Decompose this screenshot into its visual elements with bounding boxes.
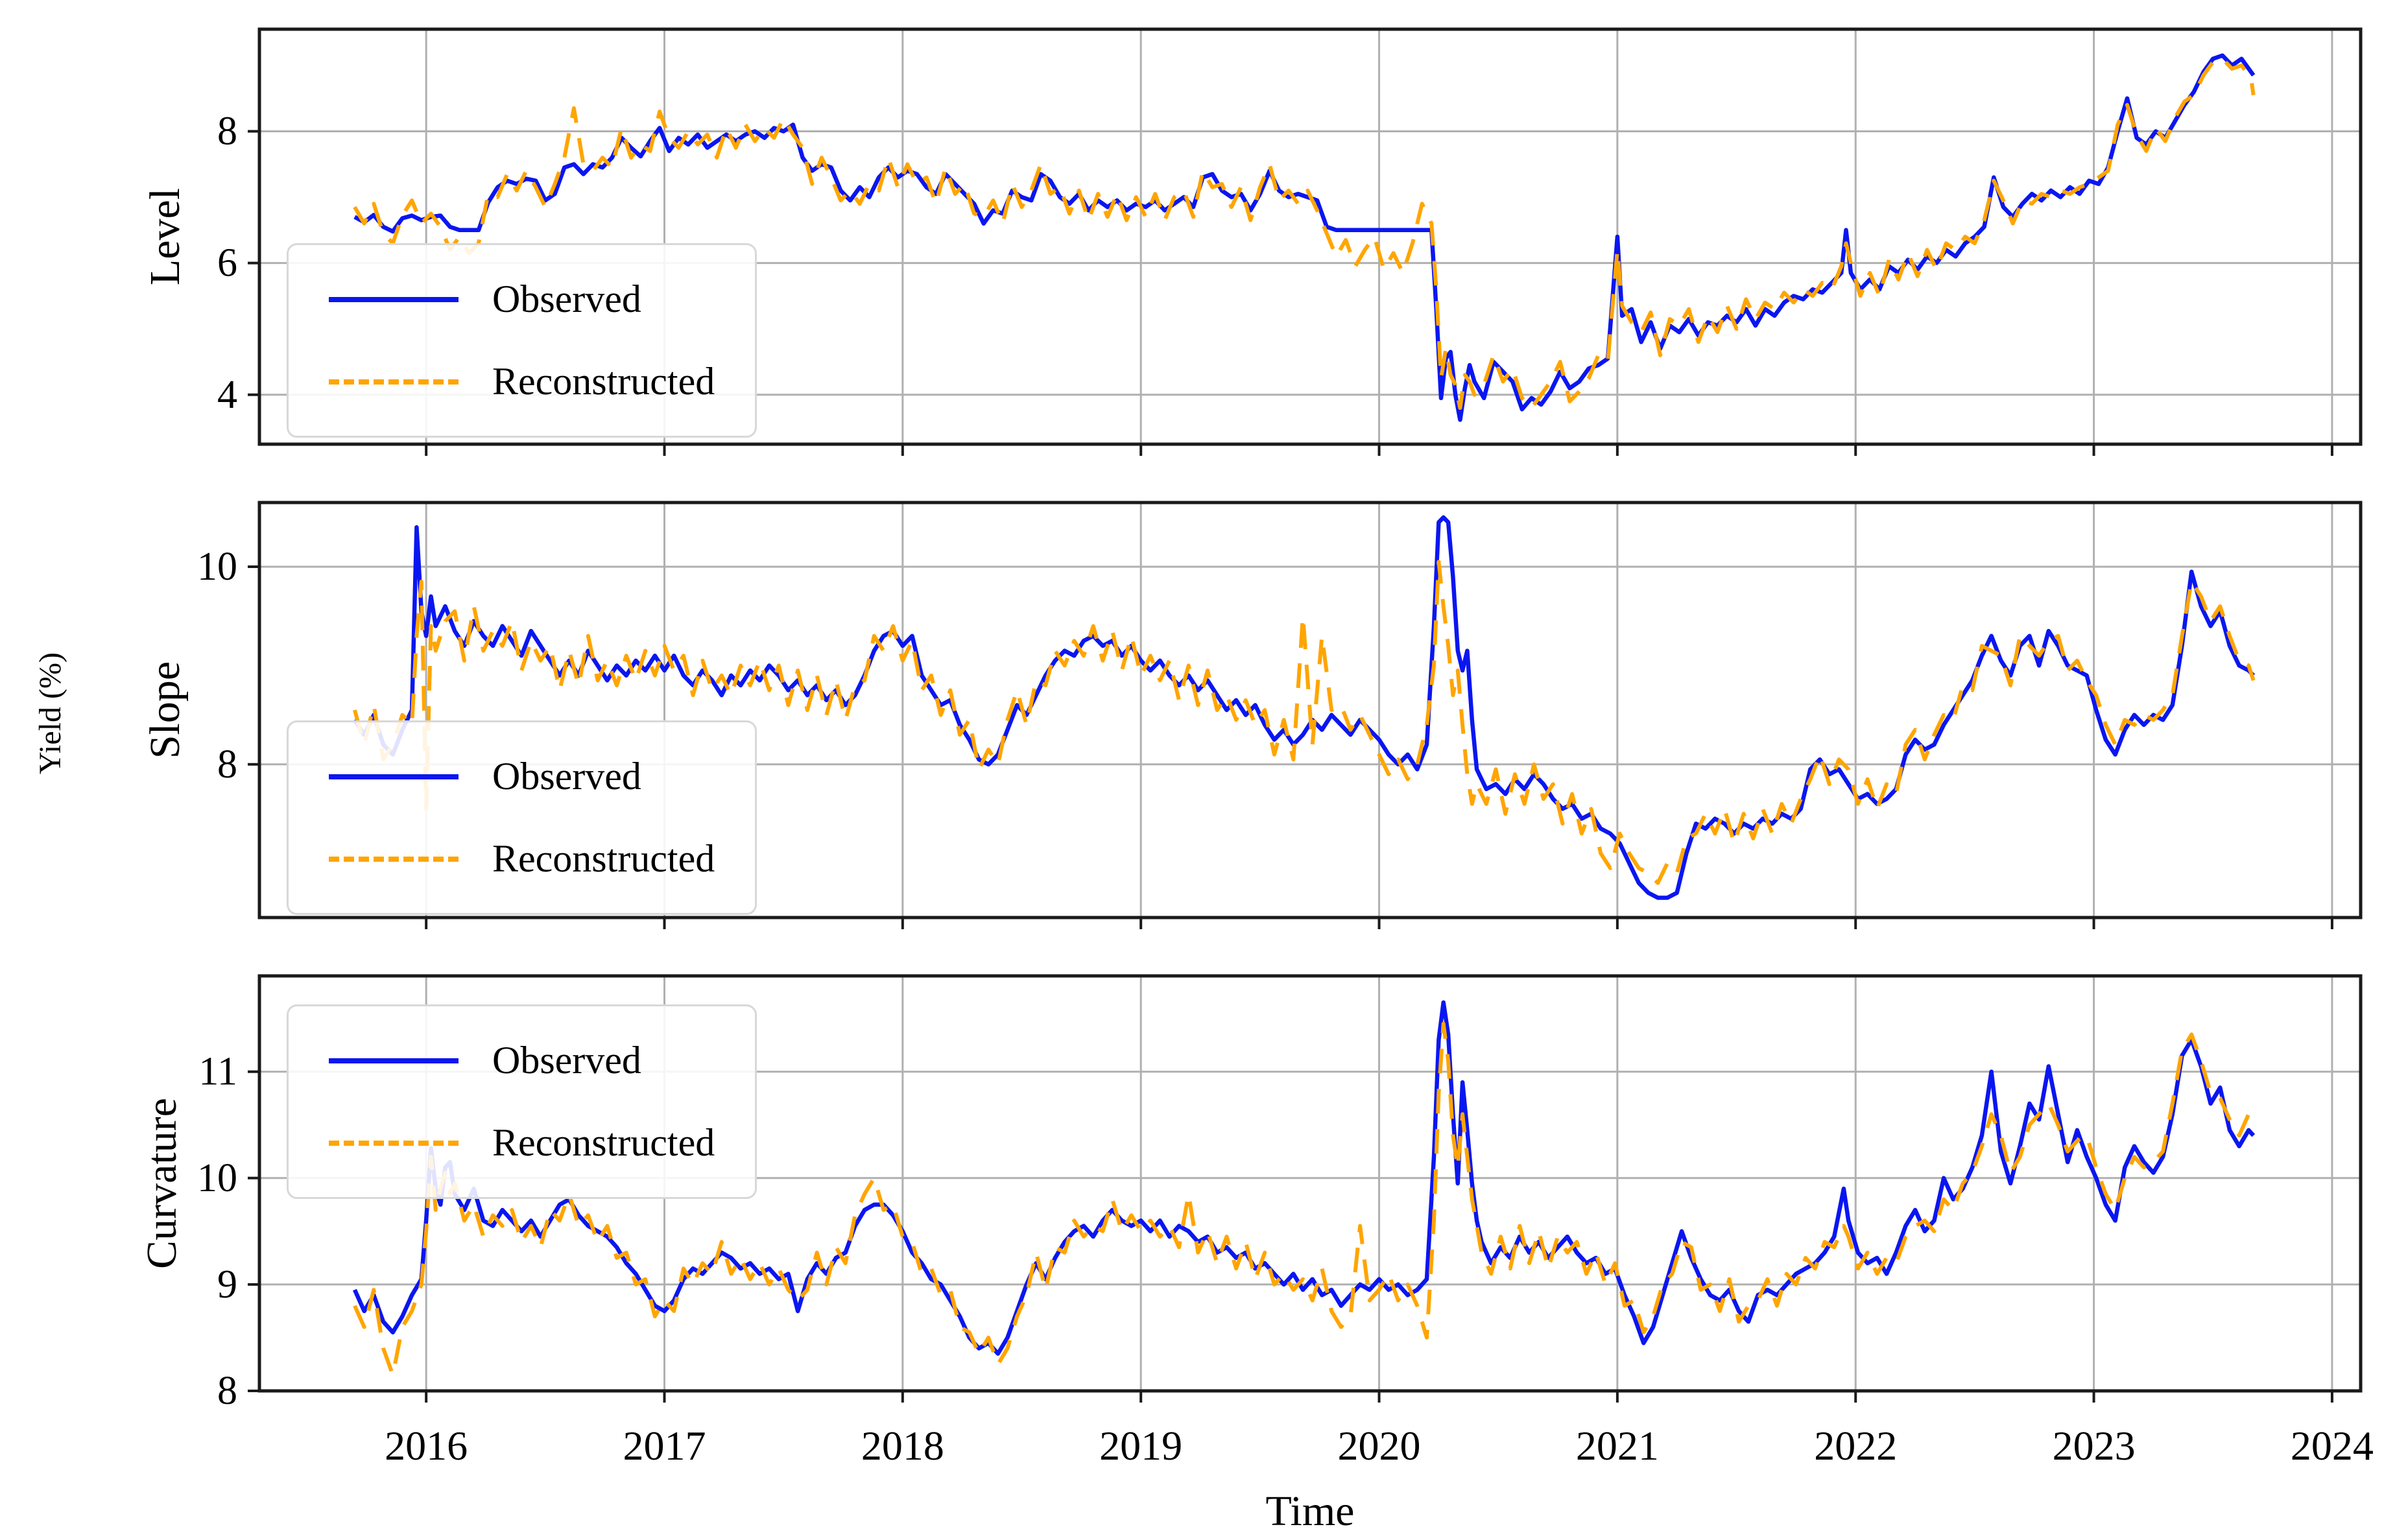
level-plot-area: 4 6 8 Observed Reconstructed — [217, 27, 2363, 456]
curvature-legend: Observed Reconstructed — [287, 1004, 757, 1199]
legend-label-reconstructed: Reconstructed — [492, 837, 715, 880]
slope-legend: Observed Reconstructed — [287, 720, 757, 915]
legend-item-observed: Observed — [329, 756, 715, 797]
slope-axis-label: Slope — [141, 661, 189, 759]
slope-plot-area: 8 10 Observed Reconstructed — [197, 501, 2363, 929]
slope-reconstructed-line — [353, 560, 2256, 885]
x-tick-label-2021: 2021 — [1575, 1423, 1659, 1469]
legend-label-reconstructed: Reconstructed — [492, 360, 715, 403]
x-axis-label: Time — [1265, 1488, 1355, 1529]
legend-item-reconstructed: Reconstructed — [329, 1122, 715, 1163]
x-tick-label-2024: 2024 — [2290, 1423, 2374, 1469]
curvature-axis-label: Curvature — [138, 1098, 185, 1269]
curvature-plot-area: 8 9 10 11 Observed Reconstructed — [197, 974, 2363, 1413]
legend-item-reconstructed: Reconstructed — [329, 838, 715, 879]
level-y-tick-label: 8 — [217, 109, 237, 153]
legend-label-observed: Observed — [492, 278, 641, 320]
level-y-tick-label: 4 — [217, 373, 237, 417]
legend-label-observed: Observed — [492, 755, 641, 798]
x-tick-label-2016: 2016 — [385, 1423, 468, 1469]
level-y-tick-label: 6 — [217, 241, 237, 285]
x-tick-labels: 2016 2017 2018 2019 2020 2021 2022 2023 2024 — [0, 1425, 2408, 1484]
reconstructed-line-sample — [329, 856, 459, 862]
legend-label-observed: Observed — [492, 1039, 641, 1082]
legend-label-reconstructed: Reconstructed — [492, 1121, 715, 1164]
curvature-chart-svg: 8 9 10 11 — [197, 974, 2363, 1413]
slope-axes-border — [257, 501, 2363, 919]
observed-line-sample — [329, 774, 459, 779]
level-axis-label: Level — [141, 187, 189, 286]
curvature-y-tick-label: 11 — [198, 1050, 237, 1094]
reconstructed-line-sample — [329, 379, 459, 385]
x-tick-label-2017: 2017 — [623, 1423, 706, 1469]
curvature-y-tick-label: 10 — [197, 1156, 237, 1200]
reconstructed-line-sample — [329, 1140, 459, 1146]
level-axes-border — [257, 27, 2363, 446]
shared-y-axis-label: Yield (%) — [33, 652, 67, 774]
x-tick-label-2020: 2020 — [1337, 1423, 1421, 1469]
level-reconstructed-line — [353, 56, 2256, 410]
x-tick-label-2019: 2019 — [1099, 1423, 1183, 1469]
x-tick-label-2023: 2023 — [2052, 1423, 2136, 1469]
slope-y-tick-label: 8 — [217, 742, 237, 787]
observed-line-sample — [329, 296, 459, 302]
legend-item-observed: Observed — [329, 1040, 715, 1081]
x-tick-label-2022: 2022 — [1814, 1423, 1898, 1469]
legend-item-reconstructed: Reconstructed — [329, 361, 715, 402]
x-tick-label-2018: 2018 — [861, 1423, 944, 1469]
level-legend: Observed Reconstructed — [287, 243, 757, 438]
curvature-reconstructed-line — [353, 1021, 2255, 1377]
curvature-y-tick-label: 9 — [217, 1262, 237, 1307]
curvature-y-tick-label: 8 — [217, 1369, 237, 1413]
legend-item-observed: Observed — [329, 279, 715, 320]
slope-y-tick-label: 10 — [197, 545, 237, 589]
curvature-axes-border — [257, 974, 2363, 1393]
observed-line-sample — [329, 1058, 459, 1063]
